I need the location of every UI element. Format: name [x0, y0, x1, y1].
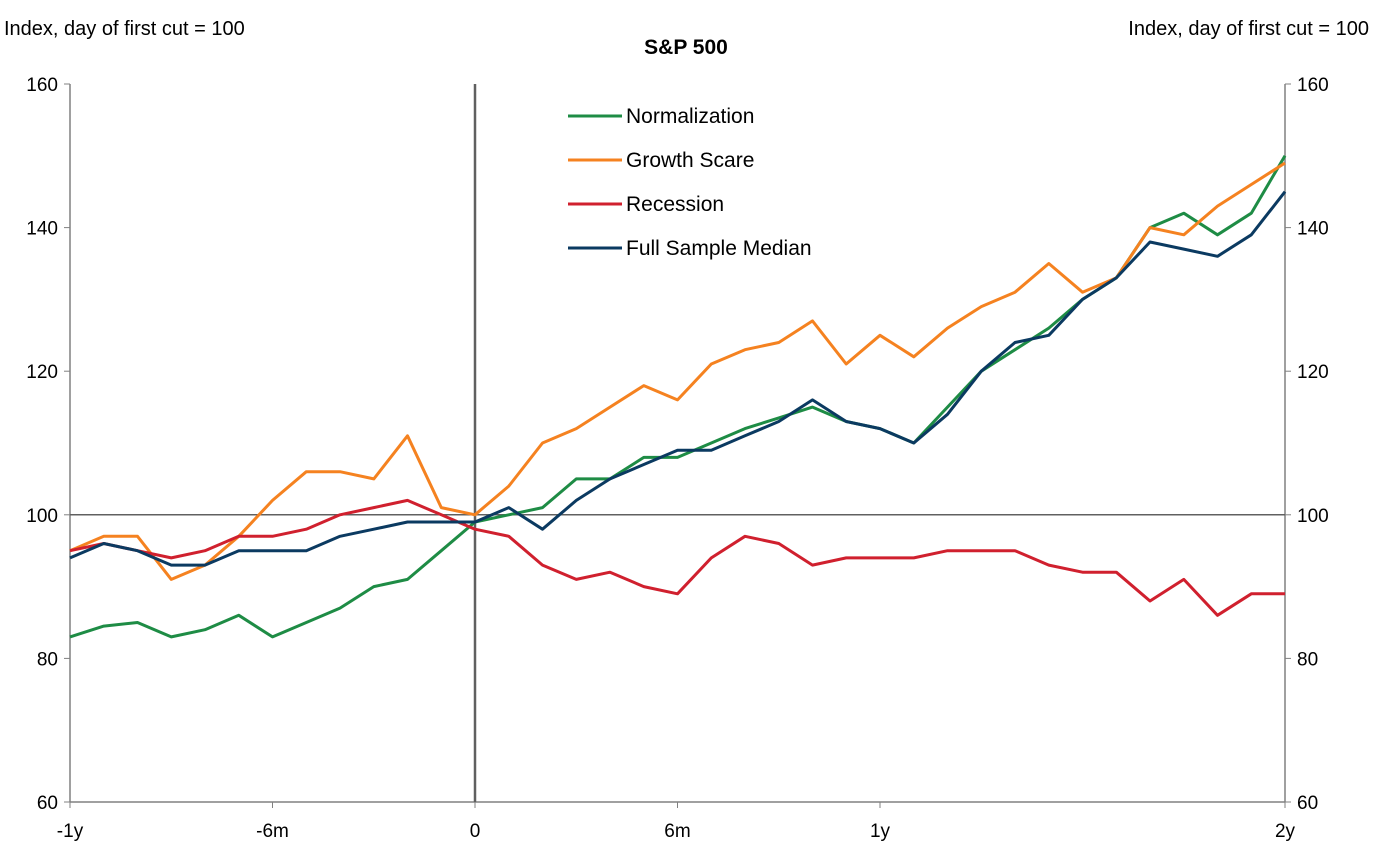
right-axis-label: Index, day of first cut = 100: [1128, 18, 1369, 40]
series-line-growth-scare: [69, 161, 1286, 581]
legend-label: Growth Scare: [626, 149, 754, 172]
legend-label: Recession: [626, 193, 724, 216]
y-tick-label-right: 60: [1297, 793, 1318, 814]
y-tick-label-left: 100: [26, 506, 58, 527]
series-line-full-sample-median: [69, 190, 1287, 567]
y-tick-label-left: 120: [26, 362, 58, 383]
y-tick-label-right: 120: [1297, 362, 1329, 383]
x-tick-label: 1y: [870, 821, 891, 842]
y-tick-label-right: 140: [1297, 219, 1329, 240]
left-axis-label: Index, day of first cut = 100: [4, 18, 245, 40]
y-tick-label-right: 80: [1297, 649, 1318, 670]
y-tick-label-right: 100: [1297, 506, 1329, 527]
x-tick-label: 2y: [1275, 821, 1296, 842]
chart-title: S&P 500: [644, 36, 728, 59]
y-tick-label-left: 160: [26, 75, 58, 96]
series-line-normalization: [69, 155, 1287, 639]
x-tick-label: 0: [470, 821, 481, 842]
y-tick-label-left: 140: [26, 219, 58, 240]
y-tick-label-right: 160: [1297, 75, 1329, 96]
legend: Normalization Growth Scare Recession Full S…: [568, 105, 812, 260]
x-tick-label: -6m: [256, 821, 289, 842]
legend-label: Normalization: [626, 105, 754, 128]
y-tick-label-left: 60: [37, 793, 58, 814]
x-tick-label: -1y: [57, 821, 84, 842]
y-tick-label-left: 80: [37, 649, 58, 670]
x-tick-label: 6m: [664, 821, 690, 842]
legend-label: Full Sample Median: [626, 237, 812, 260]
series-line-recession: [69, 498, 1285, 617]
